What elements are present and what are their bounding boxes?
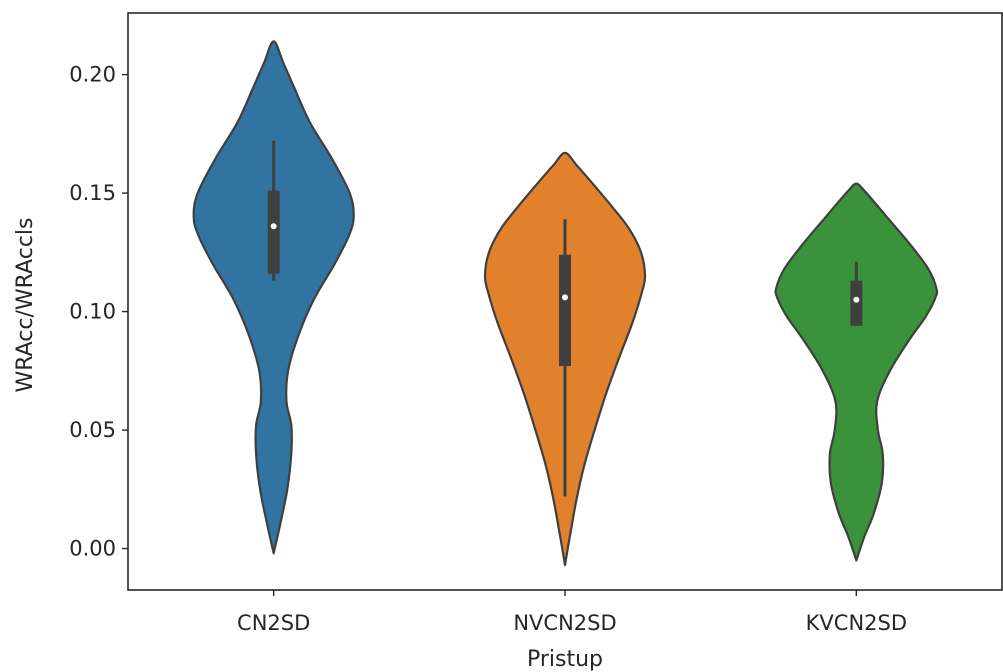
y-axis: 0.00 0.05 0.10 0.15 0.20: [69, 63, 128, 561]
x-axis: CN2SD NVCN2SD KVCN2SD: [237, 590, 907, 635]
x-tick-label: CN2SD: [237, 611, 310, 635]
violin-iqr-box: [850, 280, 863, 326]
y-axis-label: WRAcc/WRAccls: [13, 218, 38, 393]
x-tick-label: NVCN2SD: [513, 611, 616, 635]
y-tick-label: 0.10: [69, 300, 116, 324]
y-tick-label: 0.00: [69, 537, 116, 561]
violin-iqr-box: [267, 190, 280, 274]
violin-median-point: [853, 296, 860, 303]
violin-body-kvcn2sd: [774, 182, 939, 562]
violin-median-point: [270, 223, 277, 230]
violin-body-cn2sd: [192, 40, 355, 555]
y-tick-label: 0.15: [69, 181, 116, 205]
y-tick-label: 0.20: [69, 63, 116, 87]
x-tick-label: KVCN2SD: [806, 611, 907, 635]
y-tick-label: 0.05: [69, 418, 116, 442]
x-axis-label: Pristup: [527, 647, 603, 672]
violin-layer: [192, 40, 939, 567]
violin-iqr-box: [559, 254, 571, 367]
violin-median-point: [562, 294, 568, 301]
